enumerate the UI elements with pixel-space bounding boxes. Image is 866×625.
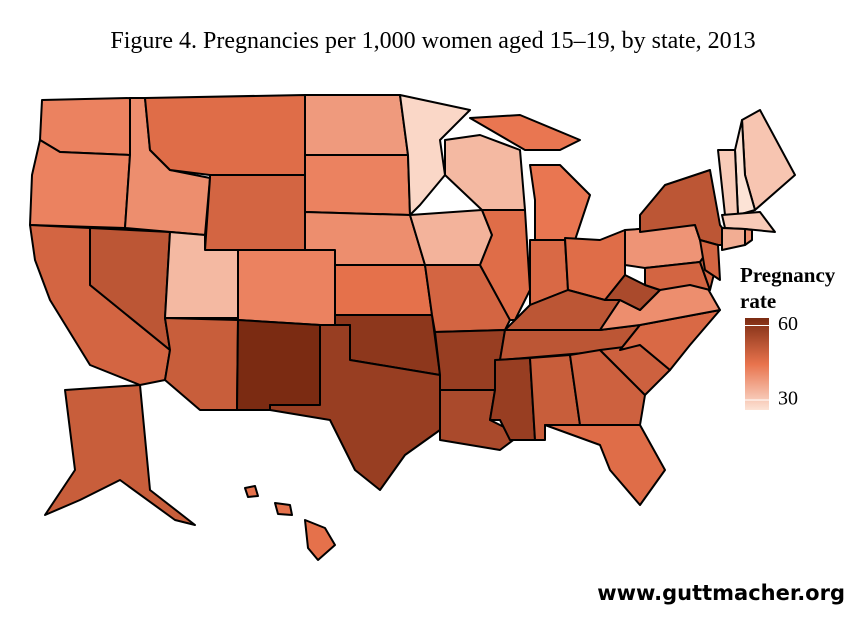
state bbox=[479, 209, 531, 321]
state bbox=[544, 424, 666, 506]
map-title: Figure 4. Pregnancies per 1,000 women ag… bbox=[110, 28, 755, 54]
state bbox=[39, 97, 131, 156]
state bbox=[717, 149, 739, 216]
state bbox=[409, 209, 493, 266]
state bbox=[237, 249, 336, 326]
legend-title: Pregnancy rate bbox=[740, 263, 836, 313]
state bbox=[304, 94, 409, 156]
state bbox=[164, 317, 239, 411]
legend-tick-label: 30 bbox=[778, 388, 798, 410]
state bbox=[334, 264, 433, 316]
state bbox=[699, 239, 721, 281]
state bbox=[144, 94, 306, 176]
state bbox=[744, 228, 753, 246]
state bbox=[721, 211, 776, 233]
state bbox=[399, 94, 471, 216]
state bbox=[721, 227, 746, 251]
legend-tick-label: 60 bbox=[778, 313, 798, 335]
source-url: www.guttmacher.org bbox=[597, 581, 845, 605]
state bbox=[244, 485, 336, 561]
state bbox=[236, 319, 321, 411]
state bbox=[269, 324, 441, 491]
color-bar bbox=[745, 318, 769, 410]
state bbox=[204, 174, 306, 251]
state bbox=[644, 261, 711, 291]
state bbox=[624, 224, 706, 269]
state bbox=[44, 384, 196, 526]
state bbox=[444, 134, 526, 211]
state bbox=[304, 154, 411, 216]
state bbox=[569, 349, 646, 426]
